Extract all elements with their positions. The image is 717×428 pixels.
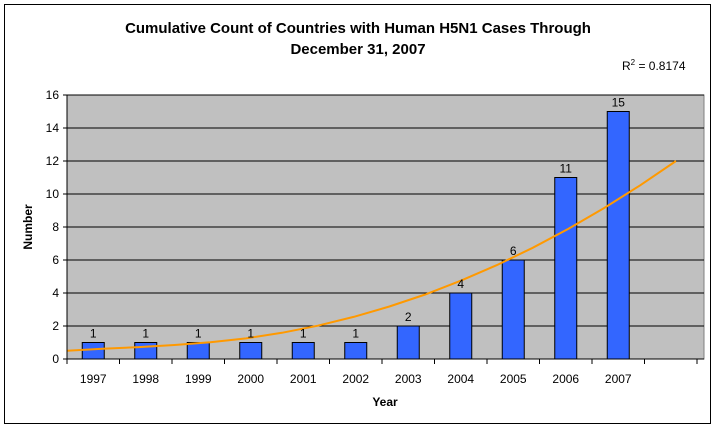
data-label-1997: 1 xyxy=(90,327,97,341)
data-label-2003: 2 xyxy=(405,310,412,324)
y-axis-title: Number xyxy=(21,204,35,250)
bar-2006 xyxy=(554,177,578,360)
bar-2004 xyxy=(449,292,473,360)
chart-frame: Cumulative Count of Countries with Human… xyxy=(4,4,711,424)
chart: Cumulative Count of Countries with Human… xyxy=(21,20,705,409)
data-label-2001: 1 xyxy=(300,327,307,341)
x-tick-label-2005: 2005 xyxy=(500,372,527,386)
bars xyxy=(81,111,630,360)
y-tick-label: 2 xyxy=(52,319,59,333)
x-tick-label-1997: 1997 xyxy=(80,372,107,386)
gridlines xyxy=(67,94,704,327)
x-tick-label-2006: 2006 xyxy=(552,372,579,386)
chart-title-line2: December 31, 2007 xyxy=(290,41,425,58)
data-label-2002: 1 xyxy=(352,327,359,341)
bar-2007 xyxy=(606,111,630,360)
bar-2001 xyxy=(291,342,315,360)
bar-2005 xyxy=(501,259,525,360)
data-label-1998: 1 xyxy=(142,327,149,341)
bar-2002 xyxy=(344,342,368,360)
y-tick-label: 16 xyxy=(46,88,60,102)
x-tick-label-2007: 2007 xyxy=(605,372,632,386)
bar-2000 xyxy=(239,342,263,360)
data-label-2000: 1 xyxy=(247,327,254,341)
data-label-1999: 1 xyxy=(195,327,202,341)
bar-2003 xyxy=(396,325,420,360)
bar-1998 xyxy=(134,342,158,360)
y-tick-label: 10 xyxy=(46,187,60,201)
x-tick-label-1998: 1998 xyxy=(132,372,159,386)
x-tick-label-2000: 2000 xyxy=(237,372,264,386)
y-tick-label: 4 xyxy=(52,286,59,300)
data-label-2006: 11 xyxy=(560,162,573,176)
data-label-2004: 4 xyxy=(457,277,464,291)
x-tick-label-1999: 1999 xyxy=(185,372,212,386)
r-squared-label: R2 = 0.8174 xyxy=(622,58,686,73)
trendline xyxy=(66,160,677,352)
x-tick-label-2002: 2002 xyxy=(342,372,369,386)
y-axis: 0 2 4 6 8 10 12 14 16 xyxy=(46,88,68,366)
y-tick-label: 0 xyxy=(52,352,59,366)
y-tick-label: 14 xyxy=(46,121,60,135)
x-axis: 1997 1998 1999 2000 2001 2002 2003 2004 2005 2006… xyxy=(66,358,704,386)
x-tick-label-2001: 2001 xyxy=(290,372,317,386)
x-axis-title: Year xyxy=(372,395,398,409)
bar-1999 xyxy=(186,342,210,360)
y-tick-label: 6 xyxy=(52,253,59,267)
data-label-2007: 15 xyxy=(612,96,626,110)
data-label-2005: 6 xyxy=(510,244,517,258)
x-tick-label-2003: 2003 xyxy=(395,372,422,386)
x-tick-label-2004: 2004 xyxy=(447,372,474,386)
chart-title-line1: Cumulative Count of Countries with Human… xyxy=(125,20,591,37)
y-tick-label: 12 xyxy=(46,154,60,168)
y-tick-label: 8 xyxy=(52,220,59,234)
